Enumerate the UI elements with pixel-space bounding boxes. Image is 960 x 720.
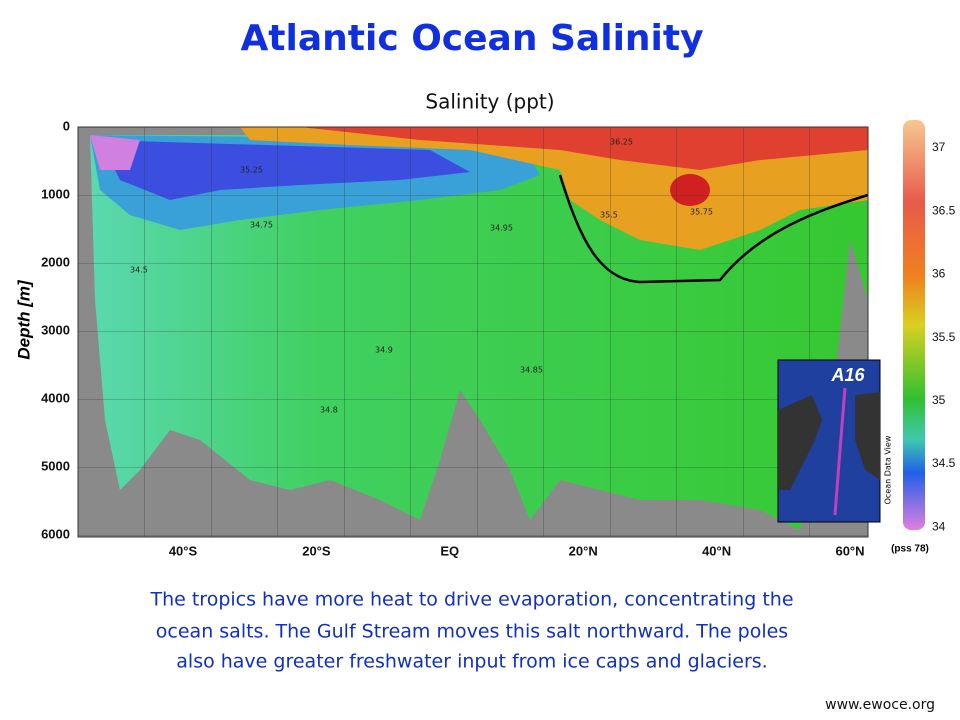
caption-line: ocean salts. The Gulf Stream moves this … bbox=[156, 621, 788, 643]
caption-line: The tropics have more heat to drive evap… bbox=[149, 589, 793, 611]
y-tick-label: 3000 bbox=[41, 322, 70, 337]
colorbar-unit: (pss 78) bbox=[891, 544, 929, 555]
contour-label: 34.75 bbox=[250, 221, 273, 230]
americas bbox=[778, 395, 822, 490]
x-tick-label: 20°S bbox=[302, 543, 331, 558]
contour-label: 34.9 bbox=[375, 346, 393, 355]
colorbar-tick-label: 36 bbox=[932, 267, 946, 281]
track bbox=[833, 387, 847, 516]
caption-line: also have greater freshwater input from … bbox=[176, 651, 767, 673]
contour-label: 34.95 bbox=[490, 224, 513, 233]
y-tick-label: 1000 bbox=[41, 186, 70, 201]
colorbar-tick-label: 35 bbox=[932, 393, 946, 407]
colorbar-tick-label: 36.5 bbox=[932, 203, 956, 217]
colorbar-tick-label: 34.5 bbox=[932, 456, 956, 470]
x-tick-label: 20°N bbox=[569, 543, 598, 558]
contour-label: 34.85 bbox=[520, 366, 543, 375]
plot-title: Salinity (ppt) bbox=[425, 90, 554, 114]
x-tick-label: 40°N bbox=[702, 543, 731, 558]
source: www.ewoce.org bbox=[825, 697, 935, 713]
title: Atlantic Ocean Salinity bbox=[240, 18, 703, 59]
contour-label: 34.8 bbox=[320, 406, 338, 415]
inset-label: A16 bbox=[830, 365, 865, 385]
y-tick-label: 2000 bbox=[41, 254, 70, 269]
x-tick-label: 40°S bbox=[169, 543, 198, 558]
inset-map: A16 bbox=[777, 359, 881, 523]
software-label: Ocean Data View bbox=[884, 435, 893, 504]
contour-label: 35.75 bbox=[690, 208, 713, 217]
contour-label: 34.5 bbox=[130, 266, 148, 275]
x-tick-label: EQ bbox=[440, 543, 459, 558]
africa bbox=[855, 392, 880, 480]
contour-label: 35.5 bbox=[600, 211, 618, 220]
y-tick-label: 4000 bbox=[41, 390, 70, 405]
x-tick-label: 60°N bbox=[835, 543, 864, 558]
plot-grid bbox=[77, 126, 869, 538]
y-axis-label: Depth [m] bbox=[14, 279, 33, 360]
y-tick-label: 6000 bbox=[41, 526, 70, 541]
y-tick-label: 5000 bbox=[41, 458, 70, 473]
contour-label: 36.25 bbox=[610, 138, 633, 147]
contour-label: 35.25 bbox=[240, 166, 263, 175]
y-tick-label: 0 bbox=[63, 118, 70, 133]
section-plot: Depth [m] bbox=[14, 126, 869, 538]
colorbar bbox=[903, 120, 925, 530]
colorbar-tick-label: 37 bbox=[932, 140, 946, 154]
colorbar-tick-label: 35.5 bbox=[932, 330, 956, 344]
colorbar-tick-label: 34 bbox=[932, 519, 946, 533]
